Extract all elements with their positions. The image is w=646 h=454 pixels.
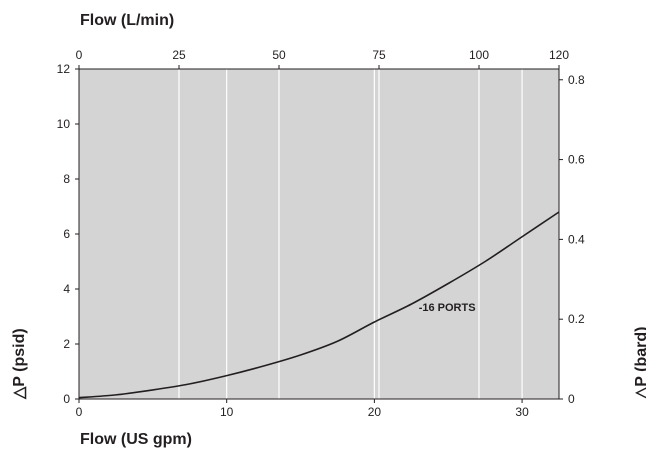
y2-tick-label: 0.2 — [568, 312, 585, 326]
x2-tick-label: 0 — [76, 48, 83, 62]
y2-tick-label: 0.8 — [568, 73, 585, 87]
x2-tick-label: 25 — [172, 48, 186, 62]
x2-tick-label: 75 — [372, 48, 386, 62]
y2-tick-label: 0 — [568, 392, 575, 406]
axes — [75, 65, 563, 403]
y-tick-label: 4 — [63, 282, 70, 296]
y-tick-label: 8 — [63, 172, 70, 186]
x-tick-label: 20 — [368, 405, 382, 419]
plot-area — [79, 69, 559, 399]
top-axis-title: Flow (L/min) — [80, 12, 174, 29]
series-annotation: -16 PORTS — [419, 302, 476, 314]
y-tick-label: 10 — [57, 117, 71, 131]
x2-tick-label: 100 — [469, 48, 489, 62]
tick-labels: 0 10 20 300 25 50 75 100 12002468101200.20.40.60… — [57, 48, 585, 419]
y-tick-label: 0 — [63, 392, 70, 406]
x2-tick-label: 120 — [549, 48, 569, 62]
y2-tick-label: 0.4 — [568, 232, 585, 246]
x-tick-label: 0 — [76, 405, 83, 419]
pressure-curve-16-ports — [78, 211, 560, 399]
y2-tick-label: 0.6 — [568, 153, 585, 167]
y-tick-label: 6 — [63, 227, 70, 241]
left-axis-title: △P (psid) — [11, 328, 28, 400]
bottom-axis-title: Flow (US gpm) — [80, 431, 192, 448]
y-tick-label: 12 — [57, 62, 71, 76]
x-tick-label: 10 — [220, 405, 234, 419]
y-tick-label: 2 — [63, 337, 70, 351]
right-axis-title: △P (bard) — [633, 327, 646, 400]
x2-tick-label: 50 — [272, 48, 286, 62]
x-tick-label: 30 — [515, 405, 529, 419]
gridlines — [178, 69, 523, 399]
